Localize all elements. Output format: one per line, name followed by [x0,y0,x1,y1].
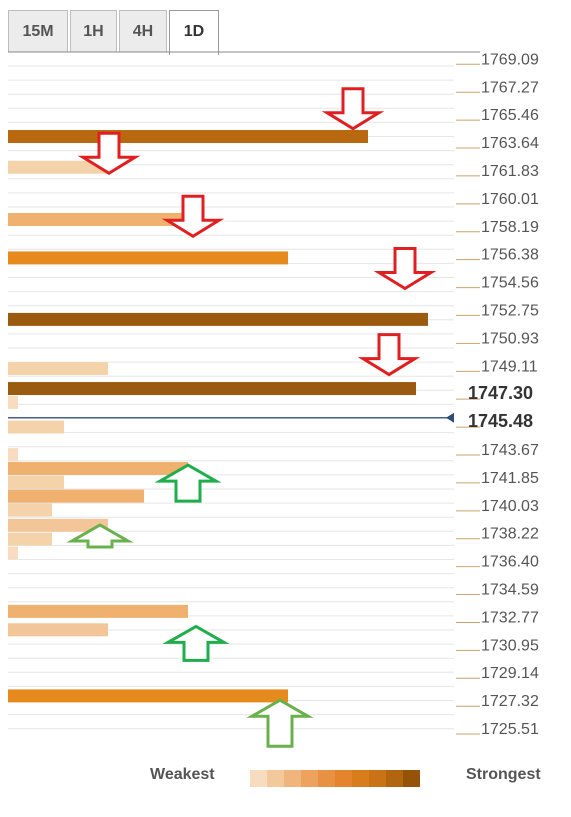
support-arrow [162,624,230,662]
tick-label: 1727.32 [481,693,539,710]
support-arrow [154,463,222,503]
resistance-arrow [77,131,141,176]
tab-1h[interactable]: 1H [70,10,117,52]
tick-label: 1730.95 [481,637,539,654]
level-bar [8,546,18,560]
resistance-arrow [357,333,421,377]
level-bar [8,604,188,618]
legend-swatch-5 [318,770,335,787]
level-bar [8,461,188,475]
resistance-arrow [321,87,385,131]
level-bar [8,362,108,376]
tick-label: 1756.38 [481,247,539,264]
level-bar [8,395,18,409]
tick-label: 1734.59 [481,581,539,598]
tick-label: 1736.40 [481,554,539,571]
tick-label: 1750.93 [481,330,539,347]
legend-strongest-label: Strongest [466,766,541,783]
level-bar [8,689,288,703]
resistance-arrow [161,194,225,239]
legend-swatches [250,770,420,787]
level-bar [8,213,188,227]
level-bar [8,623,108,637]
tick-label: 1767.27 [481,79,539,96]
tick-label: 1741.85 [481,470,539,487]
tab-15m[interactable]: 15M [8,10,68,52]
confluence-chart: 1769.09 1767.27 1765.46 1763.64 1761.83 1760.… [8,51,539,748]
level-bar [8,518,108,532]
tick-label: 1763.64 [481,135,539,152]
tick-label: 1738.22 [481,526,539,543]
tick-label: 1743.67 [481,442,539,459]
legend-swatch-4 [301,770,318,787]
tick-label: 1749.11 [481,358,538,375]
legend-swatch-6 [335,770,352,787]
tick-label: 1769.09 [481,51,539,68]
legend-swatch-1 [250,770,267,787]
legend-swatch-8 [369,770,386,787]
level-bar [8,130,368,144]
support-arrow [246,698,314,748]
tick-label: 1761.83 [481,163,539,180]
tick-label: 1754.56 [481,275,539,292]
legend-swatch-2 [267,770,284,787]
tab-4h[interactable]: 4H [119,10,167,52]
level-bar [8,312,428,326]
level-bar [8,160,108,174]
tick-label: 1747.30 [468,383,533,403]
level-bar [8,420,64,434]
current-price-marker [446,412,454,423]
legend-swatch-10 [403,770,420,787]
level-bar [8,532,52,546]
level-bar [8,489,144,503]
tick-label: 1732.77 [481,609,539,626]
strength-legend: Weakest Strongest [0,760,571,790]
tick-label: 1765.46 [481,107,539,124]
legend-swatch-3 [284,770,301,787]
level-bar [8,251,288,265]
legend-weakest-label: Weakest [150,766,215,783]
tick-label: 1758.19 [481,219,539,236]
level-bar [8,448,18,462]
tick-label: 1740.03 [481,498,539,515]
support-arrow [66,523,134,549]
tick-label: 1745.48 [468,411,533,431]
tick-label: 1752.75 [481,302,539,319]
tick-label: 1729.14 [481,665,539,682]
level-bar [8,382,416,396]
tick-label: 1725.51 [481,721,539,738]
level-bar [8,503,52,517]
resistance-arrow [373,247,437,291]
legend-swatch-7 [352,770,369,787]
tick-label: 1760.01 [481,191,539,208]
legend-swatch-9 [386,770,403,787]
level-bar [8,475,64,489]
tab-1d[interactable]: 1D [169,10,219,55]
